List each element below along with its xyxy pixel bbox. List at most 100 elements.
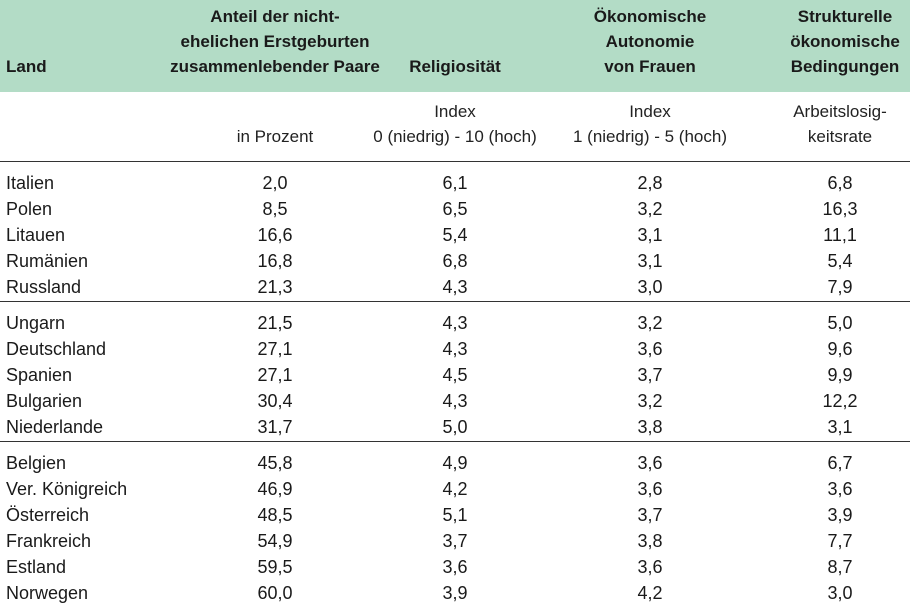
- table-row: Rumänien 16,8 6,8 3,1 5,4: [0, 248, 910, 274]
- table-row: Deutschland 27,1 4,3 3,6 9,6: [0, 336, 910, 362]
- rule-header: [0, 161, 910, 162]
- header-strukturell: Strukturelle ökonomische Bedingungen: [790, 7, 900, 76]
- rule-group-2: [0, 441, 910, 442]
- cell-anteil: 2,0: [262, 173, 288, 193]
- cell-anteil: 30,4: [257, 391, 293, 411]
- cell-religiositaet: 4,3: [442, 277, 468, 297]
- cell-land: Deutschland: [6, 339, 107, 359]
- cell-land: Italien: [6, 173, 55, 193]
- cell-autonomie: 3,7: [637, 505, 663, 525]
- cell-religiositaet: 6,8: [442, 251, 468, 271]
- cell-land: Ver. Königreich: [6, 479, 128, 499]
- cell-anteil: 45,8: [257, 453, 293, 473]
- cell-strukturell: 3,0: [827, 583, 853, 603]
- cell-autonomie: 3,2: [637, 313, 663, 333]
- cell-autonomie: 3,0: [637, 277, 663, 297]
- cell-strukturell: 12,2: [822, 391, 858, 411]
- cell-strukturell: 3,1: [827, 417, 853, 437]
- cell-anteil: 46,9: [257, 479, 293, 499]
- unit-anteil: in Prozent: [236, 127, 314, 146]
- cell-anteil: 59,5: [257, 557, 293, 577]
- cell-autonomie: 3,1: [637, 251, 663, 271]
- cell-religiositaet: 4,2: [442, 479, 468, 499]
- cell-religiositaet: 4,3: [442, 391, 468, 411]
- header-anteil: Anteil der nicht- ehelichen Erstgeburten…: [170, 7, 380, 76]
- cell-strukturell: 16,3: [822, 199, 858, 219]
- cell-religiositaet: 4,5: [442, 365, 468, 385]
- cell-land: Österreich: [6, 505, 90, 525]
- cell-religiositaet: 4,3: [442, 313, 468, 333]
- table-row: Frankreich 54,9 3,7 3,8 7,7: [0, 528, 910, 554]
- cell-autonomie: 3,6: [637, 339, 663, 359]
- cell-religiositaet: 3,7: [442, 531, 468, 551]
- cell-anteil: 21,3: [257, 277, 293, 297]
- cell-strukturell: 9,9: [827, 365, 853, 385]
- cell-strukturell: 6,7: [827, 453, 853, 473]
- unit-religiositaet: Index 0 (niedrig) - 10 (hoch): [373, 102, 537, 146]
- cell-land: Polen: [6, 199, 53, 219]
- cell-land: Ungarn: [6, 313, 66, 333]
- cell-anteil: 16,6: [257, 225, 293, 245]
- cell-religiositaet: 4,9: [442, 453, 468, 473]
- cell-religiositaet: 6,5: [442, 199, 468, 219]
- cell-autonomie: 3,2: [637, 199, 663, 219]
- cell-land: Russland: [6, 277, 82, 297]
- cell-strukturell: 5,0: [827, 313, 853, 333]
- cell-autonomie: 3,2: [637, 391, 663, 411]
- cell-religiositaet: 5,0: [442, 417, 468, 437]
- cell-land: Belgien: [6, 453, 67, 473]
- cell-anteil: 54,9: [257, 531, 293, 551]
- cell-land: Frankreich: [6, 531, 92, 551]
- table-row: Spanien 27,1 4,5 3,7 9,9: [0, 362, 910, 388]
- cell-anteil: 60,0: [257, 583, 293, 603]
- cell-autonomie: 3,8: [637, 417, 663, 437]
- table-header: Land Anteil der nicht- ehelichen Erstgeb…: [0, 0, 910, 92]
- cell-anteil: 27,1: [257, 339, 293, 359]
- cell-anteil: 48,5: [257, 505, 293, 525]
- cell-autonomie: 3,6: [637, 453, 663, 473]
- cell-autonomie: 3,1: [637, 225, 663, 245]
- table-row: Litauen 16,6 5,4 3,1 11,1: [0, 222, 910, 248]
- cell-land: Norwegen: [6, 583, 89, 603]
- table-row: Russland 21,3 4,3 3,0 7,9: [0, 274, 910, 300]
- table-row: Ungarn 21,5 4,3 3,2 5,0: [0, 310, 910, 336]
- table-row: Österreich 48,5 5,1 3,7 3,9: [0, 502, 910, 528]
- cell-strukturell: 9,6: [827, 339, 853, 359]
- table-row: Italien 2,0 6,1 2,8 6,8: [0, 170, 910, 196]
- cell-land: Litauen: [6, 225, 66, 245]
- cell-autonomie: 3,6: [637, 557, 663, 577]
- cell-strukturell: 5,4: [827, 251, 853, 271]
- unit-strukturell: Arbeitslosig- keitsrate: [793, 102, 887, 146]
- header-religiositaet: Religiosität: [409, 57, 501, 76]
- table-row: Norwegen 60,0 3,9 4,2 3,0: [0, 580, 910, 606]
- cell-anteil: 31,7: [257, 417, 293, 437]
- cell-anteil: 8,5: [262, 199, 288, 219]
- cell-autonomie: 3,7: [637, 365, 663, 385]
- cell-land: Bulgarien: [6, 391, 83, 411]
- cell-autonomie: 3,8: [637, 531, 663, 551]
- cell-autonomie: 3,6: [637, 479, 663, 499]
- cell-religiositaet: 4,3: [442, 339, 468, 359]
- table-row: Niederlande 31,7 5,0 3,8 3,1: [0, 414, 910, 440]
- header-autonomie: Ökonomische Autonomie von Frauen: [593, 7, 707, 76]
- table-row: Estland 59,5 3,6 3,6 8,7: [0, 554, 910, 580]
- cell-land: Estland: [6, 557, 67, 577]
- cell-strukturell: 8,7: [827, 557, 853, 577]
- cell-religiositaet: 5,1: [442, 505, 468, 525]
- unit-autonomie: Index 1 (niedrig) - 5 (hoch): [572, 102, 727, 146]
- table-row: Polen 8,5 6,5 3,2 16,3: [0, 196, 910, 222]
- cell-religiositaet: 6,1: [442, 173, 468, 193]
- table-row: Bulgarien 30,4 4,3 3,2 12,2: [0, 388, 910, 414]
- cell-anteil: 16,8: [257, 251, 293, 271]
- cell-anteil: 21,5: [257, 313, 293, 333]
- cell-land: Spanien: [6, 365, 73, 385]
- cell-strukturell: 11,1: [823, 225, 857, 245]
- cell-anteil: 27,1: [257, 365, 293, 385]
- rule-group-1: [0, 301, 910, 302]
- cell-strukturell: 3,6: [827, 479, 853, 499]
- cell-strukturell: 7,7: [827, 531, 853, 551]
- cell-land: Rumänien: [6, 251, 89, 271]
- cell-autonomie: 2,8: [637, 173, 663, 193]
- cell-strukturell: 6,8: [827, 173, 853, 193]
- cell-strukturell: 7,9: [827, 277, 853, 297]
